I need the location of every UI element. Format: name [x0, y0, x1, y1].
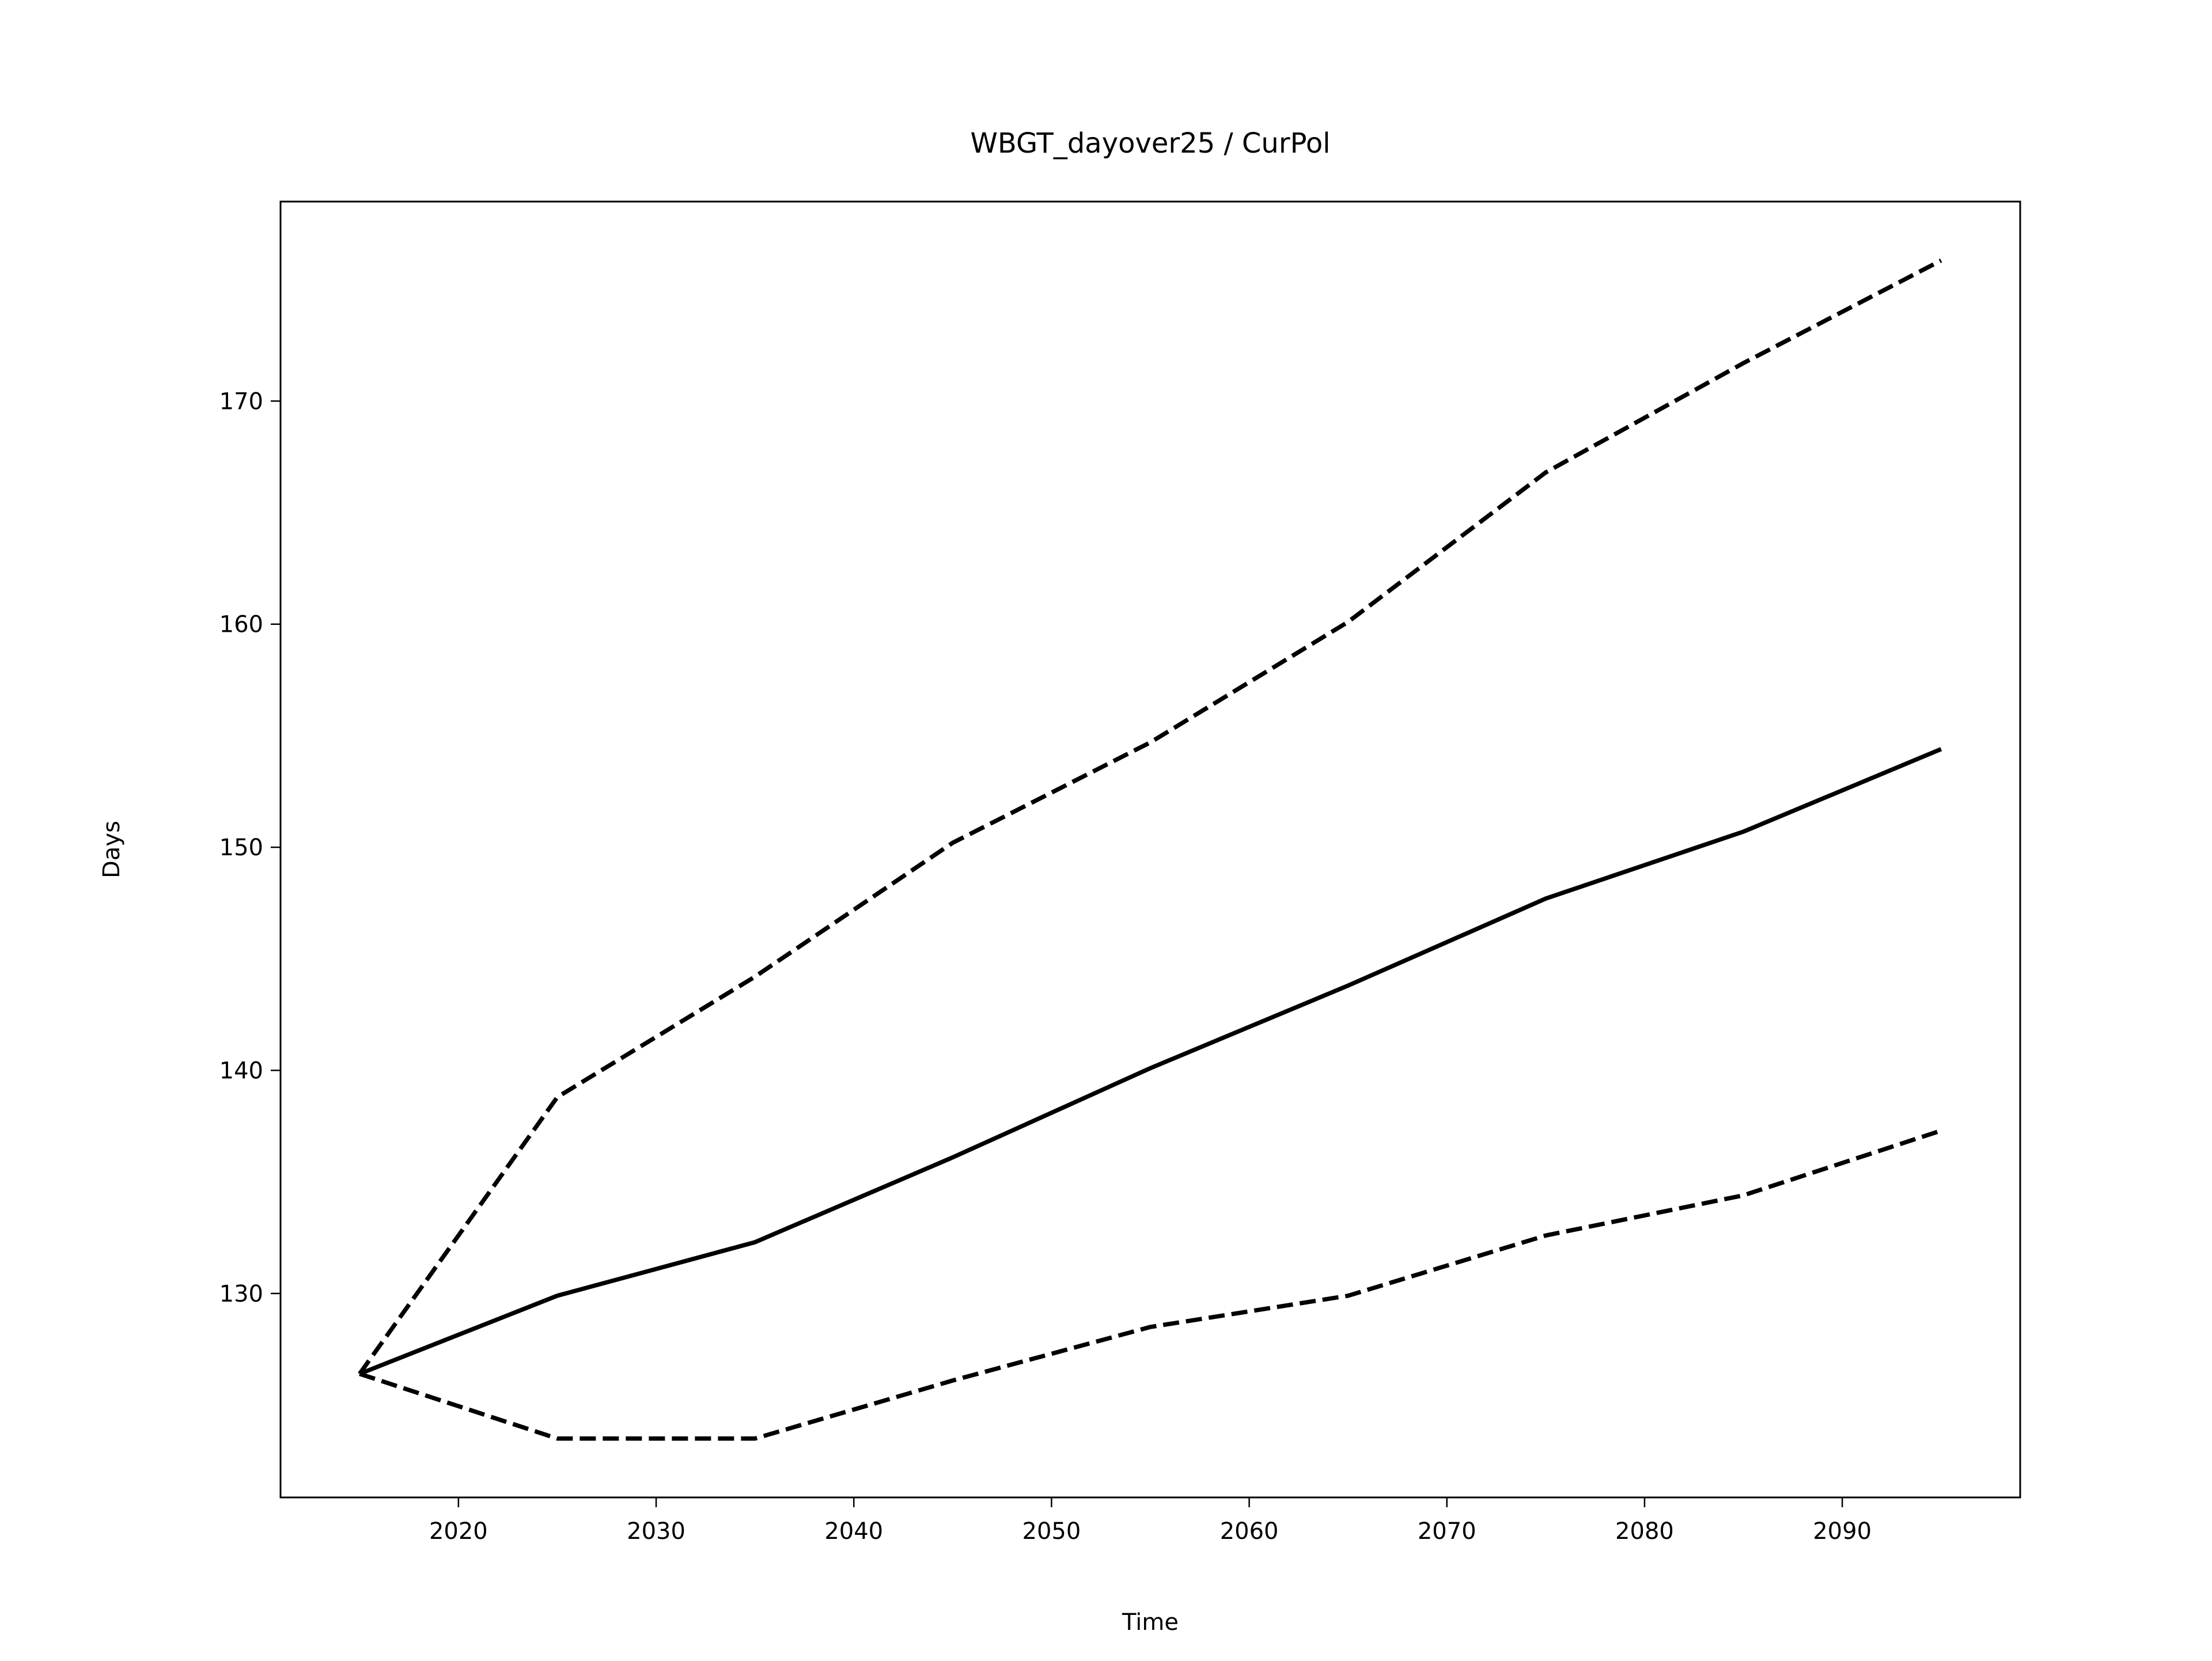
x-tick-label: 2020	[429, 1518, 488, 1545]
y-tick-label: 170	[219, 388, 263, 415]
x-axis-label: Time	[1122, 1609, 1179, 1636]
y-axis-label: Days	[99, 821, 125, 878]
x-tick-label: 2060	[1220, 1518, 1279, 1545]
plot-frame	[279, 200, 2021, 1499]
x-tick-label: 2090	[1813, 1518, 1872, 1545]
x-tick-label: 2030	[627, 1518, 685, 1545]
series-line	[359, 1128, 1942, 1441]
series-line	[358, 747, 1942, 1376]
x-tick-label: 2070	[1418, 1518, 1476, 1545]
y-tick-label: 150	[219, 835, 263, 861]
y-tick-label: 160	[219, 612, 263, 638]
x-tick-label: 2040	[824, 1518, 883, 1545]
y-tick-label: 130	[219, 1281, 263, 1307]
x-tick-label: 2050	[1022, 1518, 1081, 1545]
x-tick-label: 2080	[1615, 1518, 1674, 1545]
y-tick-label: 140	[219, 1058, 263, 1084]
chart-title: WBGT_dayover25 / CurPol	[970, 127, 1330, 160]
series-line	[358, 258, 1942, 1375]
